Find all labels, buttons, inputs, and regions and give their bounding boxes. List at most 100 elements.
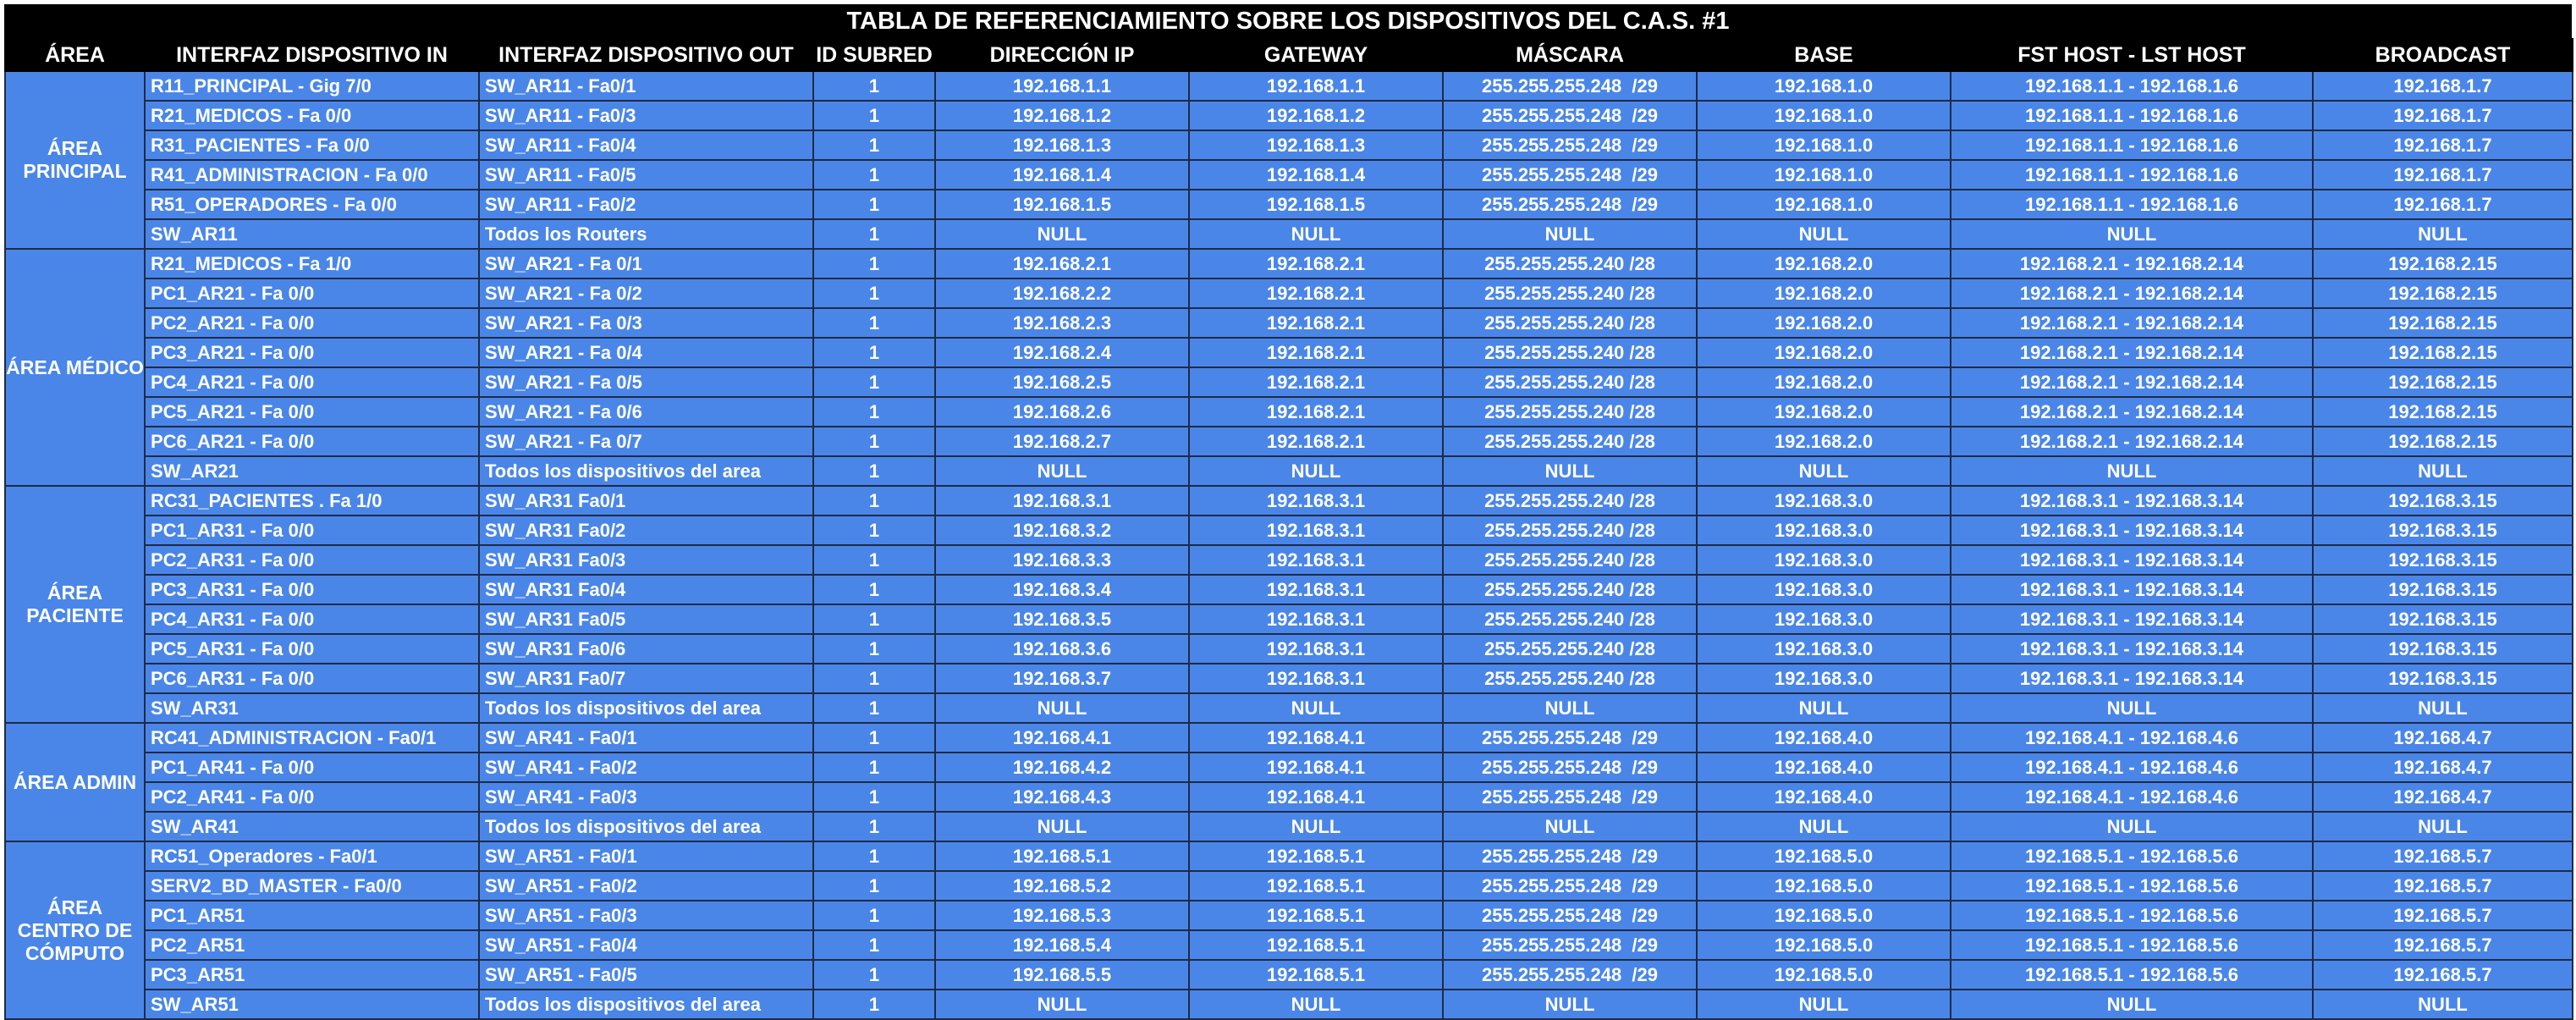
host-range-cell: 192.168.1.1 - 192.168.1.6 [1950,130,2314,161]
gateway-cell: 192.168.3.1 [1188,485,1444,516]
interface-out-cell: SW_AR31 Fa0/2 [478,515,814,546]
mask-cell: 255.255.255.240 /28 [1442,248,1698,279]
interface-out-cell: SW_AR41 - Fa0/2 [478,752,814,783]
mask-cell: 255.255.255.240 /28 [1442,604,1698,635]
interface-out-cell: SW_AR31 Fa0/5 [478,604,814,635]
interface-out-cell: SW_AR11 - Fa0/1 [478,70,814,102]
table-row: PC4_AR31 - Fa 0/0 SW_AR31 Fa0/5 1 192.168.3… [5,604,2573,635]
base-cell: 192.168.3.0 [1696,515,1951,546]
subnet-id-cell: 1 [812,633,936,664]
ip-address-cell: 192.168.2.3 [934,307,1190,339]
broadcast-cell: 192.168.4.7 [2312,722,2573,753]
interface-out-cell: SW_AR51 - Fa0/2 [478,870,814,901]
gateway-cell: 192.168.3.1 [1188,604,1444,635]
mask-cell: 255.255.255.240 /28 [1442,663,1698,694]
subnet-id-cell: 1 [812,455,936,487]
mask-cell: 255.255.255.248 /29 [1442,130,1698,161]
subnet-id-cell: 1 [812,989,936,1020]
table-row: SW_AR51 Todos los dispositivos del area 1 N… [5,989,2573,1020]
subnet-id-cell: 1 [812,900,936,931]
interface-in-cell: PC6_AR31 - Fa 0/0 [144,663,480,694]
host-range-cell: NULL [1950,692,2314,724]
ip-address-cell: 192.168.4.1 [934,722,1190,753]
ip-address-cell: 192.168.4.2 [934,752,1190,783]
base-cell: 192.168.1.0 [1696,70,1951,102]
interface-in-cell: PC2_AR31 - Fa 0/0 [144,544,480,576]
subnet-id-cell: 1 [812,574,936,605]
base-cell: 192.168.5.0 [1696,959,1951,990]
broadcast-cell: 192.168.1.7 [2312,189,2573,220]
subnet-id-cell: 1 [812,692,936,724]
network-reference-sheet: TABLA DE REFERENCIAMIENTO SOBRE LOS DISP… [4,4,2573,1020]
interface-out-cell: SW_AR11 - Fa0/5 [478,159,814,190]
base-cell: 192.168.3.0 [1696,633,1951,664]
interface-out-cell: SW_AR21 - Fa 0/5 [478,367,814,398]
column-header-broadcast: BROADCAST [2312,38,2573,72]
host-range-cell: 192.168.2.1 - 192.168.2.14 [1950,278,2314,309]
host-range-cell: 192.168.5.1 - 192.168.5.6 [1950,959,2314,990]
table-row: ÁREA PRINCIPAL R11_PRINCIPAL - Gig 7/0 SW_… [4,70,2573,250]
interface-out-cell: SW_AR31 Fa0/4 [478,574,814,605]
gateway-cell: 192.168.4.1 [1188,781,1444,813]
interface-out-cell: SW_AR51 - Fa0/1 [478,841,814,872]
table-row: ÁREA MÉDICO R21_MEDICOS - Fa 1/0 SW_AR21 -… [4,248,2573,487]
column-header-ip-address: DIRECCIÓN IP [934,38,1190,72]
table-row: R21_MEDICOS - Fa 0/0 SW_AR11 - Fa0/3 1 192.… [5,100,2573,131]
base-cell: 192.168.5.0 [1696,900,1951,931]
column-header-interface-out: INTERFAZ DISPOSITIVO OUT [478,38,814,72]
mask-cell: 255.255.255.248 /29 [1442,870,1698,901]
subnet-id-cell: 1 [812,396,936,427]
base-cell: 192.168.5.0 [1696,929,1951,961]
gateway-cell: NULL [1188,989,1444,1020]
area-cell: ÁREA PRINCIPAL [4,70,146,250]
base-cell: 192.168.4.0 [1696,722,1951,753]
base-cell: 192.168.3.0 [1696,544,1951,576]
host-range-cell: 192.168.4.1 - 192.168.4.6 [1950,722,2314,753]
host-range-cell: 192.168.3.1 - 192.168.3.14 [1950,544,2314,576]
subnet-id-cell: 1 [812,515,936,546]
interface-out-cell: SW_AR41 - Fa0/3 [478,781,814,813]
interface-out-cell: Todos los dispositivos del area [478,989,814,1020]
interface-out-cell: SW_AR11 - Fa0/3 [478,100,814,131]
base-cell: 192.168.3.0 [1696,604,1951,635]
subnet-id-cell: 1 [812,337,936,368]
area-cell: ÁREA CENTRO DE CÓMPUTO [4,841,146,1020]
table-row: ÁREA PACIENTE RC31_PACIENTES . Fa 1/0 SW_A… [4,485,2573,724]
gateway-cell: 192.168.5.1 [1188,929,1444,961]
host-range-cell: 192.168.3.1 - 192.168.3.14 [1950,515,2314,546]
ip-address-cell: 192.168.3.1 [934,485,1190,516]
broadcast-cell: 192.168.1.7 [2312,159,2573,190]
mask-cell: NULL [1442,692,1698,724]
host-range-cell: 192.168.2.1 - 192.168.2.14 [1950,307,2314,339]
interface-in-cell: SW_AR51 [144,989,480,1020]
gateway-cell: 192.168.4.1 [1188,722,1444,753]
gateway-cell: 192.168.5.1 [1188,900,1444,931]
interface-out-cell: Todos los Routers [478,218,814,250]
interface-in-cell: SW_AR41 [144,811,480,842]
host-range-cell: 192.168.2.1 - 192.168.2.14 [1950,337,2314,368]
mask-cell: 255.255.255.248 /29 [1442,159,1698,190]
interface-in-cell: PC1_AR41 - Fa 0/0 [144,752,480,783]
subnet-id-cell: 1 [812,307,936,339]
interface-in-cell: SW_AR11 [144,218,480,250]
broadcast-cell: 192.168.3.15 [2312,663,2573,694]
table-row: SW_AR41 Todos los dispositivos del area 1 N… [5,811,2573,842]
host-range-cell: NULL [1950,811,2314,842]
subnet-id-cell: 1 [812,278,936,309]
gateway-cell: 192.168.2.1 [1188,307,1444,339]
mask-cell: 255.255.255.248 /29 [1442,959,1698,990]
mask-cell: 255.255.255.240 /28 [1442,307,1698,339]
interface-out-cell: Todos los dispositivos del area [478,811,814,842]
base-cell: 192.168.2.0 [1696,426,1951,457]
interface-in-cell: SW_AR31 [144,692,480,724]
mask-cell: 255.255.255.240 /28 [1442,544,1698,576]
host-range-cell: 192.168.1.1 - 192.168.1.6 [1950,189,2314,220]
subnet-id-cell: 1 [812,218,936,250]
mask-cell: 255.255.255.248 /29 [1442,900,1698,931]
table-row: PC2_AR41 - Fa 0/0 SW_AR41 - Fa0/3 1 192.168… [5,781,2573,813]
interface-in-cell: RC51_Operadores - Fa0/1 [144,841,480,872]
column-header-subnet-id: ID SUBRED [812,38,936,72]
table-row: PC5_AR21 - Fa 0/0 SW_AR21 - Fa 0/6 1 192.16… [5,396,2573,427]
mask-cell: NULL [1442,218,1698,250]
base-cell: 192.168.2.0 [1696,278,1951,309]
